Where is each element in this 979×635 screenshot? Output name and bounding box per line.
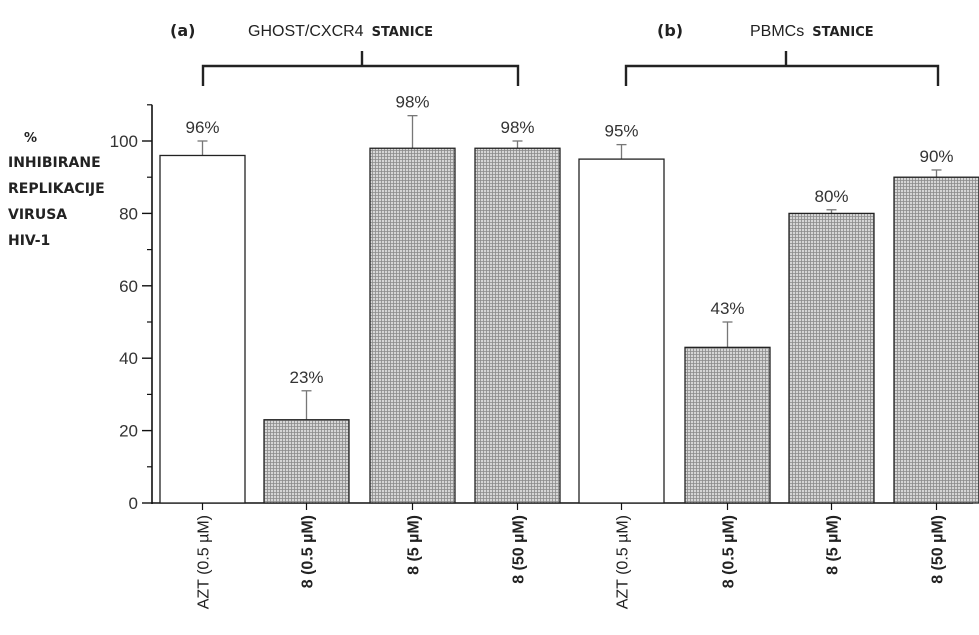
data-label: 98% [500,118,534,137]
y-tick-label: 80 [119,204,138,223]
x-category-label: AZT (0.5 µM) [196,515,213,609]
x-category-label: 8 (5 µM) [406,515,423,575]
bar [369,147,456,504]
x-category-label: 8 (0.5 µM) [721,515,738,588]
bar [578,158,665,504]
data-label: 23% [289,368,323,387]
data-label: 43% [710,299,744,318]
y-axis-label-line: VIRUSA [8,207,68,223]
data-label: 98% [395,93,429,112]
y-axis-label-line: % [24,131,38,146]
y-tick-label: 100 [110,132,138,151]
y-tick-label: 60 [119,277,138,296]
bar [159,154,246,504]
data-label: 80% [814,187,848,206]
y-tick-label: 0 [129,494,138,513]
group-bracket [201,64,520,86]
x-category-label: AZT (0.5 µM) [615,515,632,609]
group-label: (b) [657,21,683,40]
data-label: 90% [919,147,953,166]
data-label: 96% [185,118,219,137]
data-label: 95% [604,122,638,141]
group-label: (a) [170,21,195,40]
x-category-label: 8 (0.5 µM) [300,515,317,588]
y-tick-label: 40 [119,349,138,368]
x-category-label: 8 (5 µM) [825,515,842,575]
y-axis-label-line: REPLIKACIJE [8,181,105,197]
group-name: PBMCs [750,23,804,40]
bar [474,147,561,504]
y-axis-label-line: INHIBIRANE [8,155,101,171]
group-suffix: STANICE [372,25,433,40]
x-category-label: 8 (50 µM) [511,515,528,584]
y-axis-label-line: HIV-1 [8,233,51,249]
group-bracket [624,64,940,86]
bar [893,176,979,504]
bar [684,346,771,504]
group-name: GHOST/CXCR4 [248,23,364,40]
bar [788,212,875,504]
bar [263,419,350,504]
x-category-label: 8 (50 µM) [930,515,947,584]
y-tick-label: 20 [119,422,138,441]
group-suffix: STANICE [812,25,873,40]
